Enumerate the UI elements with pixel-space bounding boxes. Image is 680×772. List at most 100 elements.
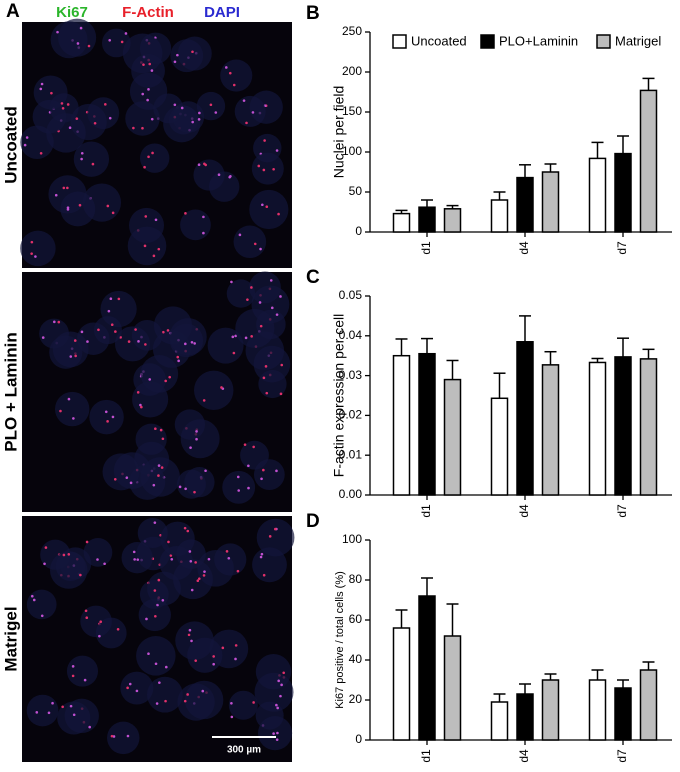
actin-spot <box>221 646 225 650</box>
y-tick-label: 150 <box>342 104 362 118</box>
actin-spot <box>197 163 201 167</box>
cell <box>39 318 70 349</box>
actin-spot <box>202 574 206 577</box>
cell <box>140 143 170 173</box>
actin-spot <box>202 399 206 402</box>
actin-spot <box>80 151 84 155</box>
actin-spot <box>153 521 157 524</box>
actin-spot <box>44 546 48 549</box>
actin-spot <box>228 71 232 75</box>
cell-decoration <box>20 18 295 755</box>
y-axis-label: F-actin expression per cell <box>331 314 347 477</box>
y-tick-label: 100 <box>342 532 362 546</box>
actin-spot <box>184 342 187 346</box>
actin-spot <box>154 614 157 618</box>
cell <box>26 694 59 727</box>
cell <box>196 91 226 121</box>
y-tick-label: 0.04 <box>339 328 363 342</box>
actin-spot <box>72 713 76 717</box>
bar <box>588 679 607 741</box>
bar <box>516 176 534 233</box>
actin-spot <box>99 620 103 623</box>
cell <box>93 316 122 345</box>
x-tick-label: d1 <box>419 749 433 763</box>
actin-spot <box>193 490 196 494</box>
actin-spot <box>54 193 58 197</box>
cell <box>180 419 220 459</box>
x-tick-label: d4 <box>517 749 531 763</box>
actin-spot <box>148 62 152 66</box>
actin-spot <box>229 174 232 178</box>
bar <box>418 595 436 741</box>
actin-spot <box>66 186 69 190</box>
actin-spot <box>150 117 154 121</box>
actin-spot <box>244 336 248 340</box>
cell <box>187 637 223 673</box>
row-label: Uncoated <box>1 106 20 183</box>
cell <box>194 370 234 411</box>
actin-spot <box>279 295 282 298</box>
actin-spot <box>166 329 170 332</box>
actin-spot <box>164 379 167 383</box>
actin-spot <box>220 386 223 389</box>
y-tick-label: 100 <box>342 144 362 158</box>
actin-spot <box>111 211 115 215</box>
actin-spot <box>195 430 198 433</box>
bar <box>614 152 632 233</box>
legend-swatch <box>596 34 611 49</box>
legend-swatch <box>392 34 407 49</box>
y-axis-label: Ki67 positive / total cells (%) <box>334 571 346 709</box>
actin-spot <box>157 464 161 467</box>
cell <box>220 59 253 92</box>
actin-spot <box>230 280 233 284</box>
actin-spot <box>85 616 89 620</box>
cell <box>234 95 266 127</box>
actin-spot <box>258 301 262 304</box>
bar <box>392 354 411 496</box>
actin-spot <box>142 63 145 66</box>
actin-spot <box>186 693 189 696</box>
actin-spot <box>69 355 73 358</box>
x-tick-label: d1 <box>419 504 433 518</box>
cell <box>235 308 275 349</box>
actin-spot <box>198 577 201 580</box>
actin-spot <box>43 562 46 566</box>
cell <box>147 571 181 606</box>
y-tick-label: 0 <box>355 732 362 746</box>
actin-spot <box>69 704 73 708</box>
actin-spot <box>197 118 201 121</box>
actin-spot <box>276 706 279 710</box>
actin-spot <box>194 561 197 564</box>
actin-spot <box>243 443 247 446</box>
cell <box>101 28 131 58</box>
actin-spot <box>113 477 117 481</box>
bar <box>418 206 436 233</box>
actin-spot <box>204 469 207 473</box>
actin-spot <box>245 121 248 125</box>
actin-spot <box>230 702 233 705</box>
actin-spot <box>154 662 158 666</box>
legend-label: Matrigel <box>615 33 661 48</box>
cell <box>87 97 120 130</box>
x-tick-label: d4 <box>517 504 531 518</box>
bar <box>392 627 411 741</box>
actin-spot <box>104 410 108 414</box>
actin-spot <box>246 298 249 301</box>
actin-spot <box>66 208 70 211</box>
actin-spot <box>279 392 283 396</box>
y-tick-label: 0.01 <box>339 447 363 461</box>
x-tick-label: d7 <box>615 504 629 518</box>
actin-spot <box>198 111 201 115</box>
actin-spot <box>147 88 150 91</box>
actin-spot <box>253 242 257 246</box>
cell <box>66 655 99 687</box>
bar <box>588 157 607 233</box>
actin-spot <box>144 215 148 218</box>
actin-spot <box>155 702 159 705</box>
actin-spot <box>40 614 44 618</box>
actin-spot <box>250 286 253 289</box>
cell <box>138 598 171 632</box>
cell <box>249 189 289 230</box>
actin-spot <box>169 554 173 557</box>
